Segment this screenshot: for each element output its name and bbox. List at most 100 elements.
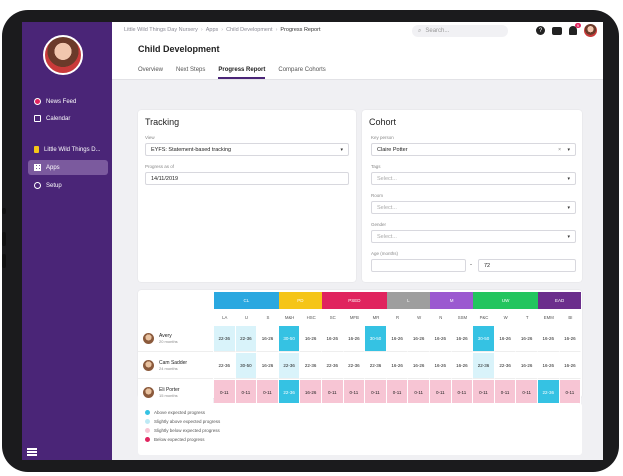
tab-compare-cohorts[interactable]: Compare Cohorts [278,67,326,73]
grid-cell[interactable]: 22-36 [300,353,322,379]
child-avatar [143,360,154,371]
grid-subheader: W [408,310,430,324]
grid-cell[interactable]: 16-26 [559,326,582,352]
grid-cell[interactable]: 22-36 [473,353,495,379]
grid-cell[interactable]: 22-36 [278,353,301,379]
grid-cell[interactable]: 16-26 [451,353,474,379]
profile-avatar[interactable] [43,35,83,75]
grid-subheader: T [516,310,538,324]
sidebar-item-news-feed[interactable]: News Feed [28,94,108,109]
child-age: 20 months [159,339,178,344]
grid-cell[interactable]: 16-26 [516,326,538,352]
tags-select[interactable]: Select... ▾ [371,172,576,185]
child-row-header[interactable]: Avery 20 months [138,326,213,352]
cohort-title: Cohort [369,117,397,127]
bell-icon[interactable]: 9 [569,23,581,35]
tags-label: Tags [371,164,381,169]
grid-cell[interactable]: 30-50 [235,353,258,379]
messages-icon[interactable] [552,26,562,35]
grid-subheader: M&H [278,310,301,324]
sidebar-item-label: Apps [46,164,60,171]
tab-overview[interactable]: Overview [138,67,164,73]
child-age: 24 months [159,366,178,371]
grid-cell[interactable]: 16-26 [430,326,452,352]
grid-cell[interactable]: 16-26 [559,353,582,379]
child-row-header[interactable]: Eli Porter 15 months [138,380,213,406]
gender-select[interactable]: Select... ▾ [371,230,576,243]
age-label: Age (months) [371,251,399,256]
sidebar-item-nursery[interactable]: Little Wild Things D... [28,142,108,157]
tab-progress-report[interactable]: Progress Report [218,67,266,79]
grid-cell[interactable]: 30-50 [473,326,495,352]
grid-cell[interactable]: 16-26 [343,326,366,352]
sidebar-item-setup[interactable]: Setup [28,178,108,193]
grid-subheader: SSM [451,310,474,324]
grid-cell[interactable]: 30-50 [365,326,387,352]
view-select[interactable]: EYFS: Statement-based tracking ▾ [145,143,349,156]
top-actions: ? 9 [536,23,597,37]
grid-subheader: LA [214,310,236,324]
grid-cell[interactable]: 16-26 [386,326,409,352]
search-input[interactable]: ⌕ Search... [412,25,508,37]
grid-cell[interactable]: 16-26 [408,353,430,379]
tracking-title: Tracking [145,117,180,127]
grid-cell[interactable]: 16-26 [300,326,322,352]
room-label: Room [371,193,384,198]
grid-group-header: PD [278,292,322,309]
grid-group-header: L [386,292,430,309]
search-placeholder: Search... [425,28,450,34]
breadcrumb: Little Wild Things Day Nursery › Apps › … [124,27,320,33]
room-select[interactable]: Select... ▾ [371,201,576,214]
breadcrumb-item[interactable]: Child Development [226,27,273,33]
child-row-header[interactable]: Cam Sadder 24 months [138,353,213,379]
sidebar-item-calendar[interactable]: Calendar [28,111,108,126]
tab-next-steps[interactable]: Next Steps [176,67,206,73]
child-info: Eli Porter 15 months [159,387,180,398]
progress-value: 14/11/2019 [151,175,179,182]
age-from-input[interactable] [371,259,466,272]
grid-subheader: EMM [538,310,560,324]
breadcrumb-item[interactable]: Little Wild Things Day Nursery [124,27,198,33]
help-icon[interactable]: ? [536,26,545,35]
legend-label: Slightly above expected progress [154,419,221,424]
sidebar-item-label: Setup [46,182,62,189]
menu-icon[interactable] [27,448,37,456]
grid-cell[interactable]: 22-36 [343,353,366,379]
grid-cell[interactable]: 16-26 [322,326,344,352]
breadcrumb-item[interactable]: Apps [205,27,219,33]
clear-icon[interactable]: × [558,147,561,153]
grid-cell[interactable]: 30-50 [278,326,301,352]
grid-cell[interactable]: 22-36 [365,353,387,379]
child-avatar [143,333,154,344]
grid-cell[interactable]: 22-36 [214,353,236,379]
grid-subheader: W [494,310,517,324]
grid-cell[interactable]: 22-36 [494,353,517,379]
top-bar: Little Wild Things Day Nursery › Apps › … [112,22,603,80]
legend-swatch [145,410,150,415]
tablet-frame: News Feed Calendar Little Wild Things D.… [2,10,619,472]
chevron-down-icon: ▾ [567,234,570,240]
grid-cell[interactable]: 22-36 [235,326,258,352]
grid-cell[interactable]: 16-26 [494,326,517,352]
grid-cell[interactable]: 16-26 [386,353,409,379]
grid-cell[interactable]: 16-26 [430,353,452,379]
key-person-select[interactable]: Claire Potter × ▾ [371,143,576,156]
sidebar-item-apps[interactable]: Apps [28,160,108,175]
grid-cell[interactable]: 16-26 [538,326,560,352]
grid-cell[interactable]: 16-26 [408,326,430,352]
grid-cell[interactable]: 16-26 [257,353,279,379]
grid-cell[interactable]: 22-36 [214,326,236,352]
grid-cell[interactable]: 22-36 [322,353,344,379]
age-to-input[interactable]: 72 [478,259,576,272]
gender-label: Gender [371,222,387,227]
user-avatar[interactable] [584,24,597,37]
grid-cell[interactable]: 16-26 [516,353,538,379]
progress-date-input[interactable]: 14/11/2019 [145,172,349,185]
grid-cell[interactable]: 16-26 [451,326,474,352]
room-placeholder: Select... [377,204,397,211]
legend-item: Below expected progress [145,437,205,442]
main-content: Little Wild Things Day Nursery › Apps › … [112,22,603,460]
grid-cell[interactable]: 16-26 [538,353,560,379]
grid-cell[interactable]: 16-26 [257,326,279,352]
legend-item: Above expected progress [145,410,205,415]
